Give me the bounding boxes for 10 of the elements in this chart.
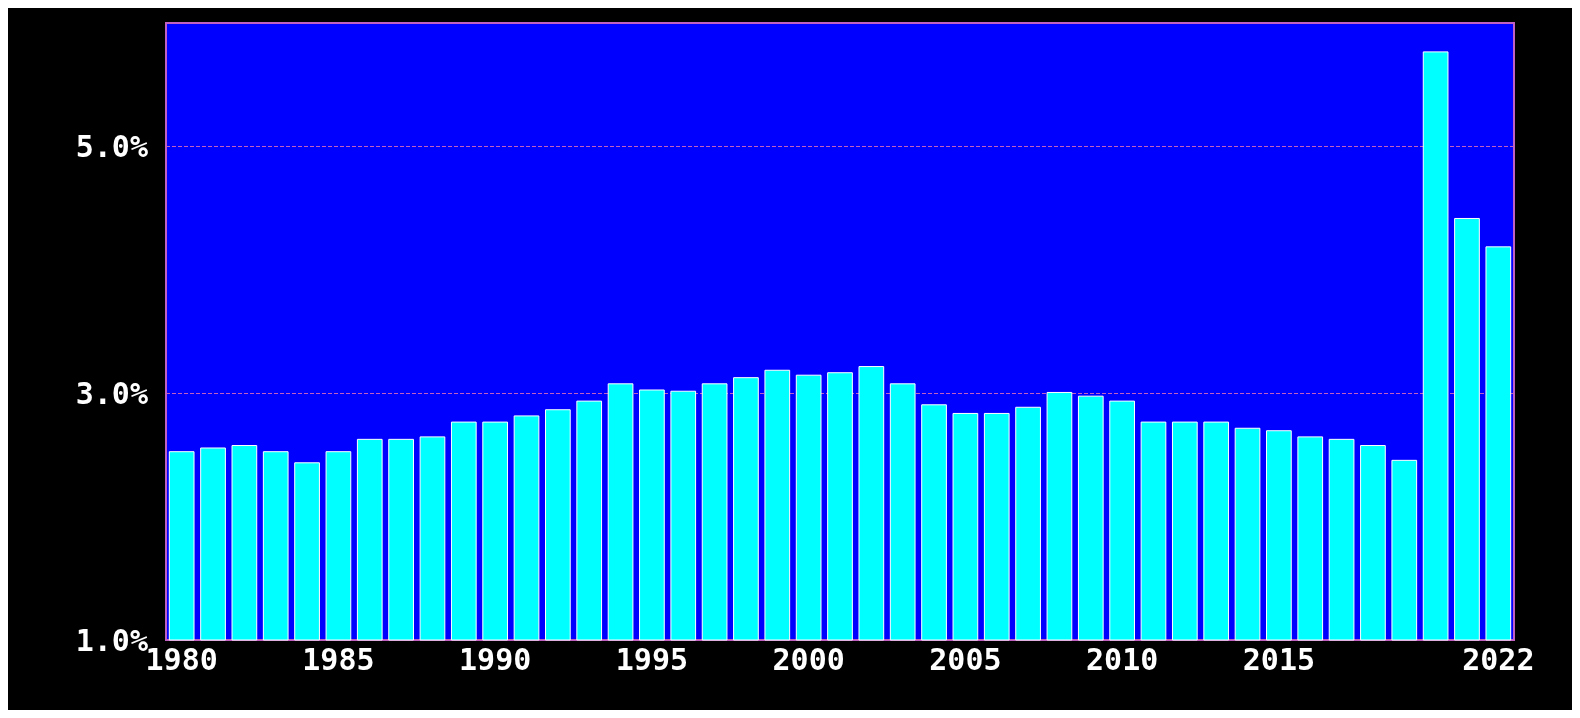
x-tick-label: 2015 [1242, 641, 1316, 677]
y-tick-label: 3.0% [75, 375, 148, 411]
y-tick-label: 5.0% [75, 128, 148, 164]
x-tick-label: 2010 [1086, 641, 1159, 677]
x-tick-label: 1995 [615, 641, 689, 677]
x-tick-label: 2000 [772, 641, 845, 677]
x-tick-label: 2022 [1462, 641, 1535, 677]
x-tick-label: 1985 [302, 641, 375, 677]
x-tick-label: 2005 [929, 641, 1002, 677]
x-tick-label: 1990 [459, 641, 532, 677]
